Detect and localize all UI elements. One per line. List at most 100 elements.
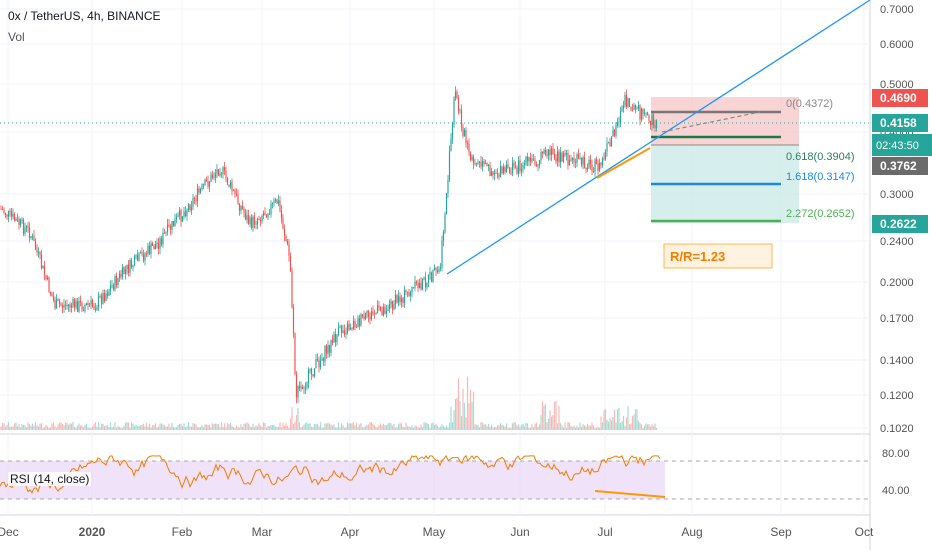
ascending-trendline[interactable] [446, 0, 871, 275]
volume-bar [241, 426, 244, 430]
volume-bar [466, 376, 469, 430]
candle-body [135, 255, 137, 257]
volume-bar [355, 422, 358, 430]
candle-body [403, 289, 406, 304]
candle-body [322, 358, 325, 362]
candle-body [277, 200, 280, 204]
candle-body [427, 274, 430, 283]
candle-body [174, 219, 176, 227]
volume-bar [15, 422, 17, 430]
candle-body [166, 224, 169, 232]
volume-bar [580, 426, 583, 430]
candle-body [262, 212, 265, 216]
candle-body [153, 246, 155, 250]
volume-bar [48, 427, 50, 430]
candle-body [195, 199, 197, 202]
volume-bar [625, 417, 628, 430]
candle-body [43, 265, 46, 276]
volume-bar [618, 407, 620, 430]
candle-body [37, 251, 40, 253]
volume-bar [423, 422, 425, 430]
volume-bar [573, 425, 575, 430]
candle-body [453, 98, 455, 125]
candle-body [57, 299, 59, 301]
candle-body [229, 181, 232, 187]
volume-bar [615, 422, 617, 430]
candle-body [514, 166, 517, 168]
volume-bar [198, 427, 200, 430]
volume-bar [396, 427, 398, 430]
candle-body [325, 346, 328, 354]
rsi-divergence-line[interactable] [594, 490, 666, 498]
candle-body [423, 277, 425, 279]
volume-bar [318, 426, 320, 430]
volume-bar [147, 426, 149, 430]
volume-bar [402, 426, 404, 430]
volume-bar [243, 423, 245, 430]
rsi-line [0, 454, 661, 494]
volume-bar [52, 422, 55, 430]
candle-body [310, 368, 313, 375]
volume-bar [454, 398, 457, 430]
candle-body [324, 346, 326, 362]
volume-bar [322, 427, 325, 430]
volume-bar [210, 427, 212, 430]
volume-bar [252, 423, 254, 430]
volume-bar [169, 427, 172, 430]
volume-bar [201, 425, 203, 430]
volume-bar [444, 427, 446, 430]
volume-bar [303, 424, 305, 430]
candle-body [130, 260, 133, 268]
candle-body [426, 282, 428, 288]
candle-body [418, 282, 421, 289]
candle-body [265, 215, 268, 218]
candle-body [100, 296, 103, 304]
volume-bar [364, 426, 367, 430]
candle-body [187, 204, 190, 211]
candle-body [90, 300, 92, 305]
volume-bar [564, 422, 566, 430]
volume-bar [409, 426, 412, 430]
volume-bar [49, 427, 52, 430]
candle-body [540, 151, 542, 161]
candle-body [510, 173, 512, 174]
candle-body [406, 291, 409, 293]
volume-bar [579, 422, 581, 430]
volume-bar [300, 427, 302, 430]
volume-bar [388, 422, 391, 430]
candle-body [496, 173, 499, 176]
candle-body [628, 98, 631, 108]
candle-body [97, 296, 100, 308]
candle-body [49, 291, 52, 294]
volume-bar [7, 422, 10, 430]
candle-body [274, 199, 277, 201]
volume-bar [523, 426, 526, 430]
candle-body [385, 310, 388, 314]
volume-bar [648, 423, 650, 430]
time-tick-7: Jul [597, 525, 612, 539]
volume-bar [204, 424, 206, 430]
support-trendline[interactable] [596, 147, 651, 179]
candle-body [355, 327, 358, 328]
candle-body [253, 216, 256, 225]
volume-bar [540, 415, 542, 430]
candle-body [390, 301, 392, 305]
volume-bar [28, 424, 31, 430]
candle-body [243, 208, 245, 213]
volume-bar [475, 424, 478, 430]
candle-body [12, 214, 14, 217]
candle-body [352, 320, 355, 329]
volume-bar [78, 423, 80, 430]
time-axis[interactable]: Dec 2020 Feb Mar Apr May Jun Jul Aug Sep Oct [0, 525, 874, 539]
candle-body [381, 310, 383, 316]
candle-body [433, 267, 436, 270]
volume-bar [531, 424, 533, 430]
volume-bar [507, 427, 509, 430]
risk-reward-box[interactable] [663, 243, 773, 269]
volume-bar [195, 424, 197, 430]
volume-bar [31, 423, 34, 430]
candle-body [636, 108, 638, 110]
time-tick-10: Oct [855, 525, 874, 539]
candle-body [489, 164, 491, 177]
